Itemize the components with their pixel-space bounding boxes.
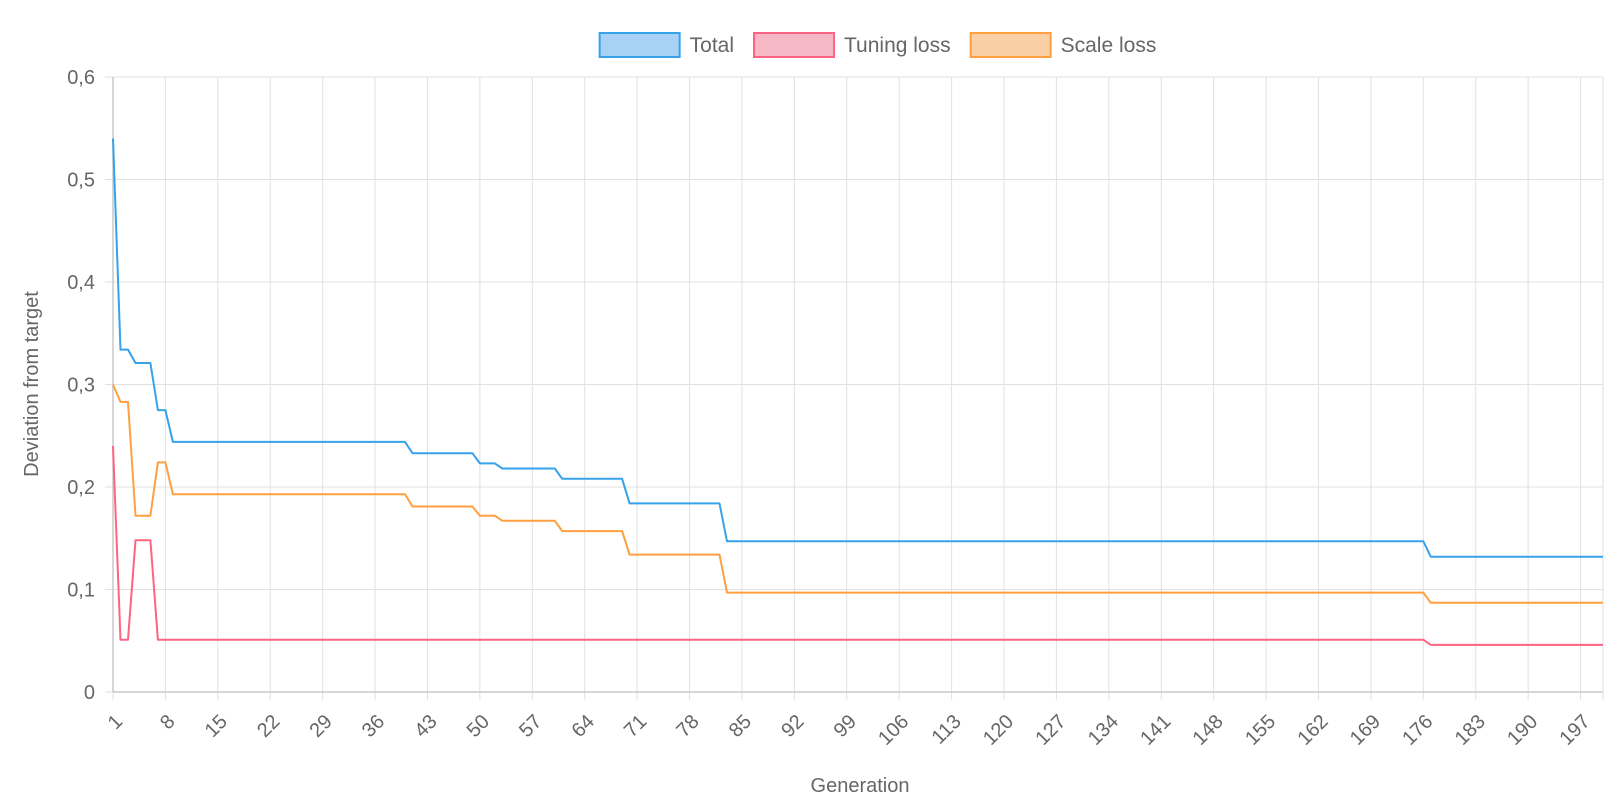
x-tick-label: 155 <box>1241 711 1280 750</box>
x-tick-label: 169 <box>1346 711 1385 750</box>
series-line-total <box>112 138 1603 558</box>
tick-labels: 0 0,1 0,2 0,3 0,4 0,5 0,6 1 8 15 22 29 36 43 50 57 64 71 7… <box>67 67 1594 750</box>
x-tick-label: 106 <box>874 711 913 750</box>
x-tick-label: 148 <box>1189 711 1228 750</box>
x-tick-label: 64 <box>568 711 599 742</box>
x-tick-label: 127 <box>1031 711 1070 750</box>
x-tick-label: 141 <box>1136 711 1175 750</box>
x-tick-label: 50 <box>463 711 494 742</box>
y-tick-label: 0,3 <box>67 375 95 397</box>
x-tick-label: 197 <box>1556 711 1595 750</box>
series-line-tuning-loss <box>112 445 1603 646</box>
y-tick-label: 0,6 <box>67 67 95 89</box>
x-tick-label: 29 <box>306 711 337 742</box>
x-tick-label: 15 <box>201 711 232 742</box>
grid-lines <box>105 76 1604 700</box>
x-tick-label: 92 <box>777 711 808 742</box>
x-tick-label: 36 <box>358 711 389 742</box>
y-tick-label: 0 <box>84 682 95 704</box>
x-tick-label: 134 <box>1084 711 1123 750</box>
x-tick-label: 113 <box>928 711 966 749</box>
x-tick-label: 85 <box>725 711 756 742</box>
legend-label-tuning-loss[interactable]: Tuning loss <box>844 34 951 57</box>
x-tick-label: 78 <box>672 711 703 742</box>
series-line-scale-loss <box>112 384 1603 604</box>
x-tick-label: 99 <box>830 711 861 742</box>
x-tick-label: 162 <box>1293 711 1332 750</box>
x-tick-label: 190 <box>1503 711 1542 750</box>
legend-swatch-tuning-loss[interactable] <box>753 32 836 58</box>
y-tick-label: 0,4 <box>67 272 95 294</box>
y-axis-title: Deviation from target <box>21 291 43 477</box>
x-axis-title: Generation <box>811 775 910 797</box>
legend-label-scale-loss[interactable]: Scale loss <box>1061 34 1157 57</box>
x-tick-label: 1 <box>104 711 127 734</box>
legend[interactable]: Total Tuning loss Scale loss <box>598 32 1157 58</box>
x-tick-label: 43 <box>410 711 441 742</box>
x-tick-label: 176 <box>1398 711 1437 750</box>
x-tick-label: 57 <box>515 711 546 742</box>
y-tick-label: 0,2 <box>67 477 95 499</box>
y-tick-label: 0,1 <box>67 580 95 602</box>
x-tick-label: 8 <box>156 711 179 734</box>
x-tick-label: 120 <box>979 711 1018 750</box>
series-lines <box>112 138 1603 646</box>
legend-swatch-scale-loss[interactable] <box>969 32 1052 58</box>
legend-label-total[interactable]: Total <box>690 34 734 57</box>
y-tick-label: 0,5 <box>67 170 95 192</box>
legend-swatch-total[interactable] <box>598 32 681 58</box>
x-tick-label: 71 <box>620 711 651 742</box>
x-tick-label: 183 <box>1451 711 1490 750</box>
x-tick-label: 22 <box>253 711 284 742</box>
